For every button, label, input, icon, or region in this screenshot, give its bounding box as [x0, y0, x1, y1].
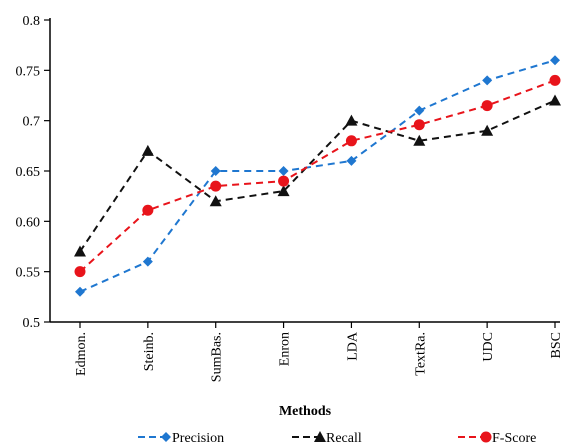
data-point — [550, 55, 560, 66]
x-axis-title: Methods — [279, 404, 332, 419]
data-point — [142, 204, 154, 216]
y-tick-label: 0.7 — [23, 115, 41, 130]
series-line — [79, 79, 556, 273]
y-axis-ticks: 0.5 0.55 0.60 0.65 0.7 0.75 0.8 — [16, 14, 50, 331]
legend-swatch-marker — [161, 432, 171, 442]
legend-label: F-Score — [492, 431, 536, 444]
data-point — [74, 245, 86, 257]
legend-item: Precision — [138, 431, 224, 444]
data-point — [209, 195, 222, 207]
data-point — [482, 75, 493, 86]
x-tick-label: Steinb. — [142, 332, 157, 371]
data-point — [549, 94, 561, 106]
series-layer — [74, 55, 561, 297]
x-tick-label: BSC — [549, 332, 564, 358]
data-point — [413, 119, 425, 131]
data-point — [141, 144, 154, 156]
data-point — [75, 286, 85, 297]
y-tick-label: 0.75 — [16, 64, 41, 79]
data-point — [210, 180, 222, 192]
legend-label: Precision — [172, 431, 224, 444]
x-tick-label: UDC — [481, 332, 496, 362]
data-point — [142, 256, 153, 267]
legend-swatch-marker — [480, 431, 492, 443]
data-point — [413, 134, 426, 146]
x-tick-label: Enron — [278, 332, 293, 366]
series-recall — [74, 94, 561, 257]
y-tick-label: 0.55 — [16, 266, 41, 281]
data-point — [345, 114, 358, 126]
y-tick-label: 0.5 — [23, 316, 41, 331]
data-point — [346, 155, 357, 166]
legend: Precision Recall F-Score — [138, 431, 536, 444]
y-tick-label: 0.8 — [23, 14, 41, 29]
data-point — [481, 124, 494, 136]
series-precision — [75, 55, 560, 297]
legend-item: F-Score — [458, 431, 536, 444]
series-line — [79, 59, 556, 293]
data-point — [210, 166, 221, 176]
data-point — [278, 166, 289, 176]
x-tick-label: SumBas. — [210, 332, 225, 382]
legend-label: Recall — [326, 431, 362, 444]
data-point — [74, 266, 86, 278]
y-tick-label: 0.60 — [16, 215, 41, 230]
x-axis-ticks: Edmon. Steinb. SumBas. Enron LDA TextRa. UDC BS… — [74, 322, 564, 382]
data-point — [414, 105, 425, 116]
data-point — [277, 185, 290, 197]
data-point — [481, 100, 493, 112]
data-point — [278, 175, 290, 187]
x-tick-label: TextRa. — [413, 332, 428, 376]
legend-swatch-marker — [314, 431, 326, 442]
series-line — [79, 99, 556, 253]
series-f-score — [74, 74, 561, 278]
data-point — [345, 135, 357, 147]
y-tick-label: 0.65 — [16, 165, 41, 180]
legend-item: Recall — [292, 431, 362, 444]
x-tick-label: LDA — [345, 331, 360, 361]
x-tick-label: Edmon. — [74, 332, 89, 376]
data-point — [549, 74, 561, 86]
